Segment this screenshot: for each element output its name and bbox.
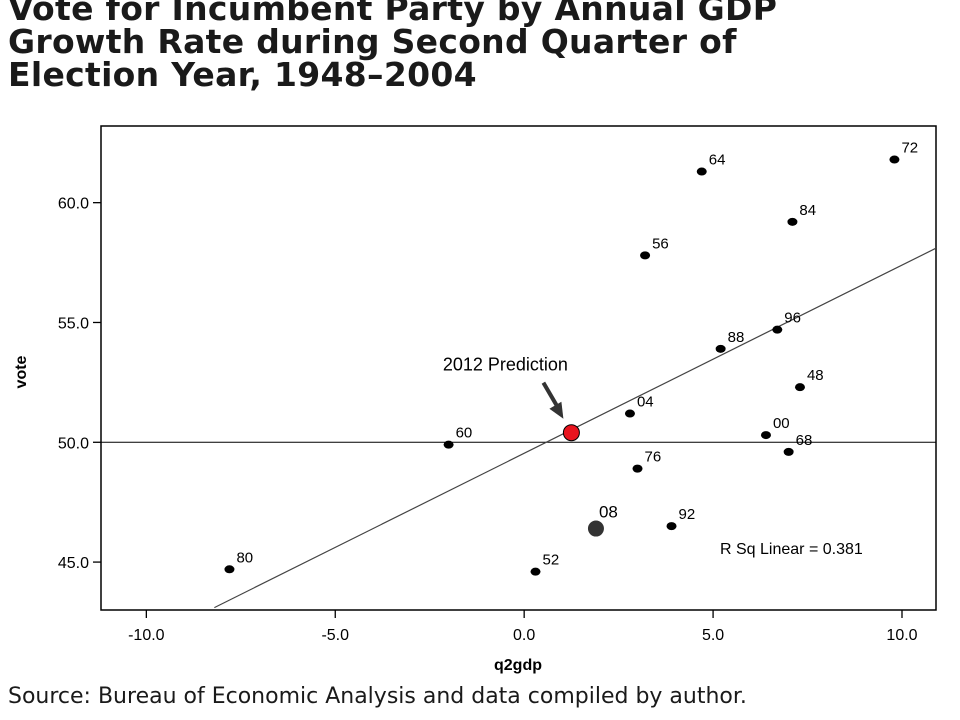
data-point-04	[624, 409, 635, 418]
y-tick-label: 55.0	[58, 315, 89, 332]
data-point-76	[632, 464, 643, 473]
prediction-arrow-shaft	[541, 381, 560, 408]
y-axis-label: vote	[13, 355, 30, 388]
y-tick-label: 50.0	[58, 435, 89, 452]
data-point-48	[794, 383, 805, 392]
prediction-arrow-head	[549, 401, 564, 419]
prediction-label: 2012 Prediction	[443, 355, 568, 375]
point-label-04: 04	[637, 394, 654, 411]
point-label-84: 84	[799, 202, 816, 219]
data-point-84	[787, 217, 798, 226]
point-label-00: 00	[773, 415, 790, 432]
data-point-52	[530, 567, 541, 576]
point-label-60: 60	[456, 425, 473, 442]
title-line-2: Growth Rate during Second Quarter of	[8, 22, 737, 61]
point-label-80: 80	[236, 549, 253, 566]
x-tick-label: 5.0	[702, 627, 724, 644]
x-tick-label: 10.0	[886, 627, 917, 644]
prediction-point-2012	[562, 424, 580, 442]
point-label-48: 48	[807, 367, 824, 384]
y-tick-label: 45.0	[58, 555, 89, 572]
point-label-96: 96	[784, 310, 801, 327]
x-axis-label: q2gdp	[494, 657, 542, 674]
data-point-68	[783, 447, 794, 456]
y-tick-label: 60.0	[58, 196, 89, 213]
r-squared-label: R Sq Linear = 0.381	[720, 541, 863, 558]
plot-frame	[100, 125, 937, 611]
point-label-08: 08	[599, 503, 618, 522]
data-point-88	[715, 344, 726, 353]
x-tick-label: -10.0	[128, 627, 165, 644]
point-label-76: 76	[645, 449, 662, 466]
chart-title: Vote for Incumbent Party by Annual GDP G…	[8, 0, 958, 91]
point-label-88: 88	[728, 329, 745, 346]
point-label-72: 72	[901, 140, 918, 157]
data-point-96	[772, 325, 783, 334]
title-line-3: Election Year, 1948–2004	[8, 55, 477, 94]
data-point-80	[224, 565, 235, 574]
point-label-68: 68	[796, 432, 813, 449]
data-point-72	[889, 155, 900, 164]
title-line-1: Vote for Incumbent Party by Annual GDP	[8, 0, 778, 28]
data-point-60	[443, 440, 454, 449]
data-point-08	[587, 520, 604, 537]
point-label-64: 64	[709, 152, 726, 169]
data-point-00	[760, 431, 771, 440]
x-tick-label: 0.0	[513, 627, 535, 644]
point-label-56: 56	[652, 235, 669, 252]
x-tick-label: -5.0	[321, 627, 349, 644]
point-label-92: 92	[679, 506, 696, 523]
data-point-92	[666, 522, 677, 531]
source-note: Source: Bureau of Economic Analysis and …	[8, 684, 747, 709]
data-point-56	[640, 251, 651, 260]
data-point-64	[696, 167, 707, 176]
point-label-52: 52	[543, 552, 560, 569]
